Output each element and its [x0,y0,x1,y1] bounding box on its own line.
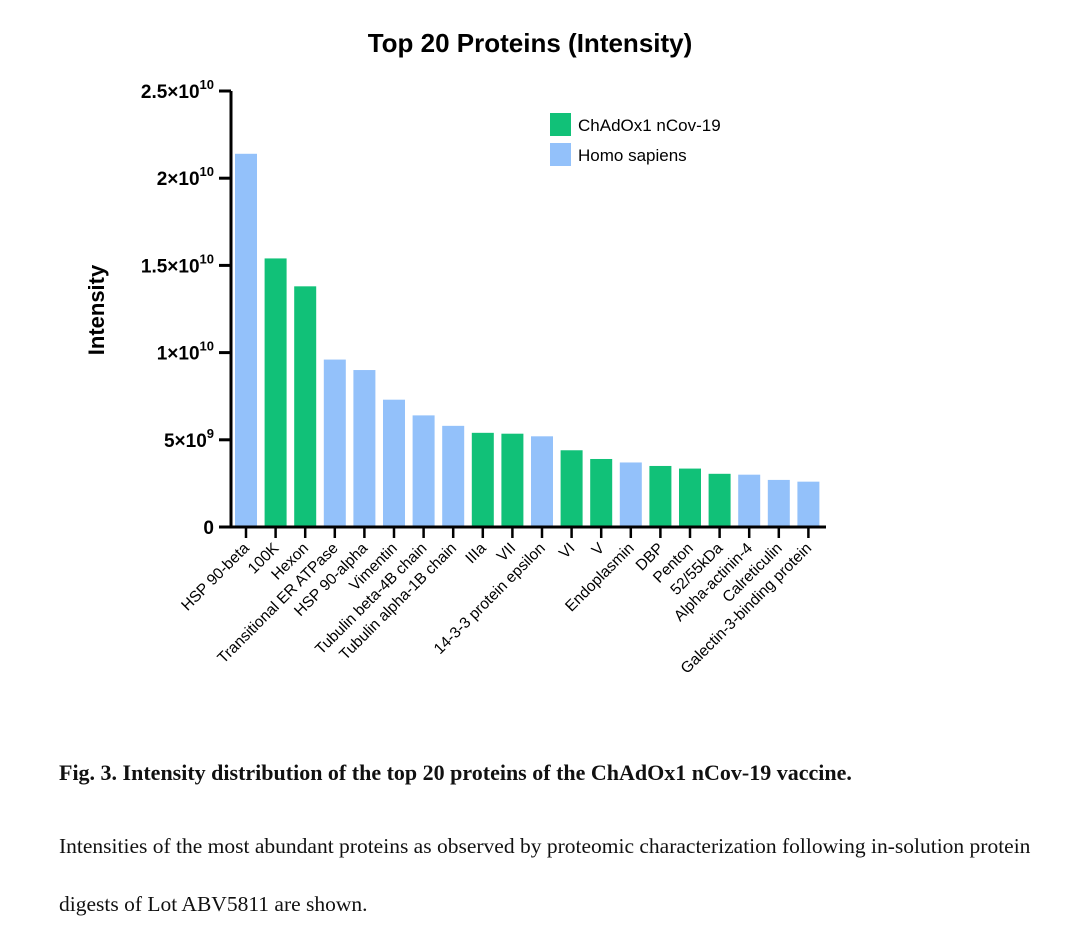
y-axis-label: Intensity [84,264,109,355]
y-axis: 0 5×109 1×1010 1.5×1010 2×1010 2.5×1010 [141,77,231,539]
legend-swatch [550,143,571,166]
bar-chart: Top 20 Proteins (Intensity) Intensity 0 5… [84,28,826,677]
y-tick-label: 1.5×1010 [141,251,214,277]
x-tick-label: VI [556,540,578,562]
legend-swatch [550,113,571,136]
bar [501,433,524,527]
bar [679,468,701,527]
legend-label: Homo sapiens [578,146,687,165]
bar [767,479,790,527]
bar [383,399,405,527]
bar [412,415,435,527]
bar [264,258,287,527]
bar [531,436,553,527]
legend-label: ChAdOx1 nCov-19 [578,116,721,135]
y-tick-exponent: 9 [207,426,214,441]
y-tick-label: 1×1010 [157,339,214,365]
bar [797,481,820,527]
chart-title: Top 20 Proteins (Intensity) [368,28,693,58]
x-tick-label: IIIa [462,540,490,568]
figure-caption-body: Intensities of the most abundant protein… [59,834,1031,916]
bar [590,458,613,527]
figure-caption-title: Fig. 3. Intensity distribution of the to… [59,760,852,785]
x-tick-label: HSP 90-beta [178,540,253,615]
bar [323,359,346,527]
bar [235,153,257,527]
bars [235,153,820,527]
y-tick-label: 5×109 [164,426,214,452]
bar [353,370,376,527]
bar [619,462,642,527]
bar [708,473,731,527]
y-tick-label: 0 [203,518,214,539]
bar [471,432,494,527]
x-tick-label: V [589,539,609,559]
bar [294,286,317,527]
y-tick-exponent: 10 [200,164,214,179]
y-tick-exponent: 10 [200,339,214,354]
bar [738,474,761,527]
bar [442,425,465,527]
y-tick-label: 2×1010 [157,164,214,190]
bar [649,465,672,527]
legend: ChAdOx1 nCov-19 Homo sapiens [550,113,721,166]
y-tick-label: 2.5×1010 [141,77,214,103]
y-tick-exponent: 10 [200,77,214,92]
bar [560,450,583,527]
y-tick-exponent: 10 [200,251,214,266]
